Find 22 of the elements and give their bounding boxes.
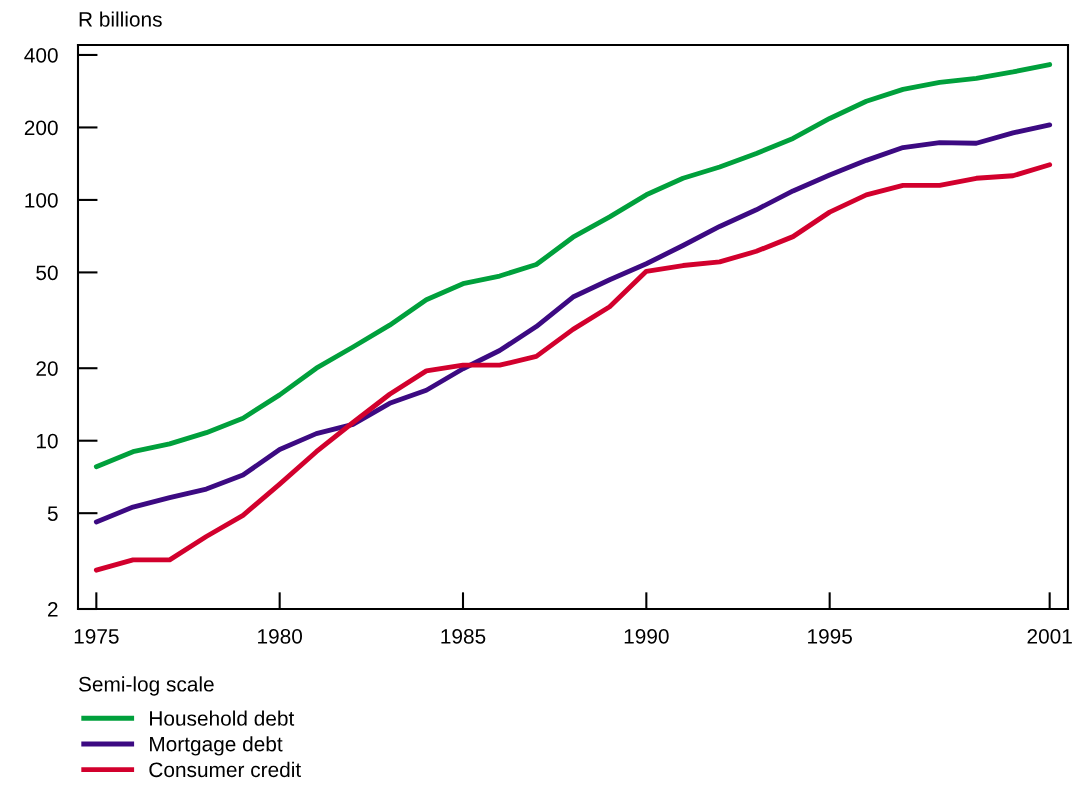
y-tick-label: 5 xyxy=(47,506,58,521)
line-series xyxy=(93,122,1053,525)
x-tick-label: 1980 xyxy=(258,628,303,644)
y-tick-label: 2 xyxy=(48,602,58,617)
x-tick-label: 1975 xyxy=(74,628,119,644)
y-tick-label: 20 xyxy=(36,361,58,376)
y-tick-label: 400 xyxy=(24,47,58,63)
x-tick-label: 1985 xyxy=(441,628,486,644)
y-tick-label: 10 xyxy=(36,433,58,449)
legend-label: Household debt xyxy=(150,710,295,726)
line-series xyxy=(93,162,1053,573)
legend-label: Consumer credit xyxy=(149,761,302,778)
x-tick-label: 2001 xyxy=(1027,628,1072,644)
legend-label: Mortgage debt xyxy=(150,736,283,756)
y-tick-label: 50 xyxy=(36,265,58,281)
line-series xyxy=(93,62,1053,470)
x-tick-label: 1995 xyxy=(808,628,852,644)
text: Semi-log scale xyxy=(78,676,214,696)
x-tick-label: 1990 xyxy=(624,628,669,644)
y-tick-label: 200 xyxy=(24,120,58,136)
y-axis-title: R billions xyxy=(79,11,162,27)
y-tick-label: 100 xyxy=(25,192,58,208)
